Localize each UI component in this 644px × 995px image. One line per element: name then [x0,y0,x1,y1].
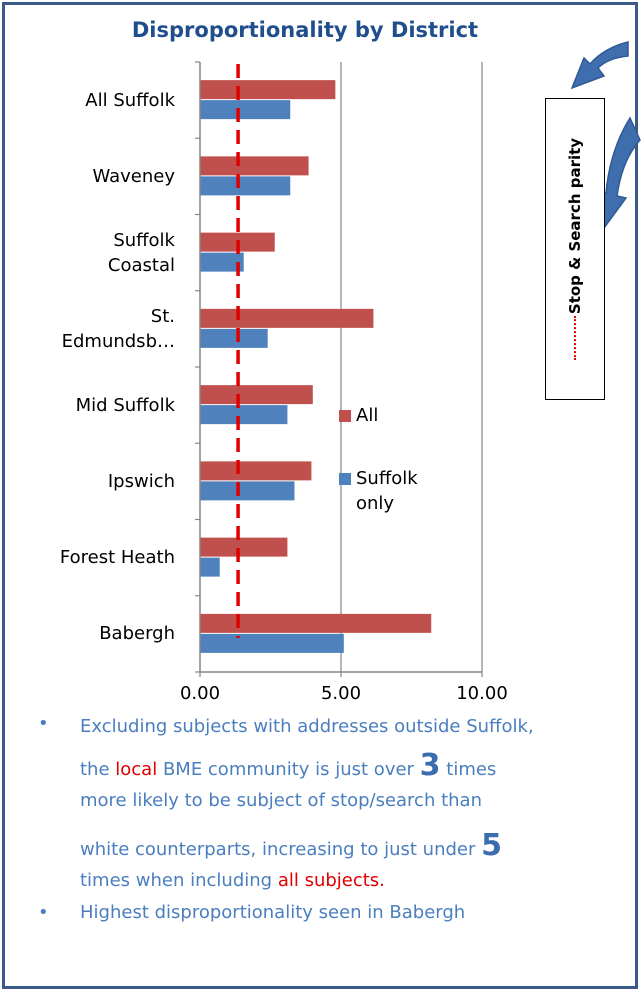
bar-suffolk-only-6 [200,557,220,577]
bar-suffolk-only-5 [200,481,295,501]
note-1-text-b: BME community is just over [157,759,420,780]
category-label-0: All Suffolk [0,88,175,113]
bar-all-0 [200,80,336,100]
category-label-1: Waveney [0,164,175,189]
category-label-3: St. Edmundsb… [0,304,175,354]
legend-swatch-all [339,410,351,422]
category-label-5: Ipswich [0,469,175,494]
bar-suffolk-only-0 [200,100,291,120]
note-1-line2: the local BME community is just over 3 t… [80,750,613,786]
note-1-number-3: 3 [419,748,441,783]
legend-label-suffolk-line2: only [356,493,395,514]
bar-suffolk-only-4 [200,405,288,425]
note-2-text: Highest disproportionality seen in Baber… [80,902,466,923]
note-bullet-2: • Highest disproportionality seen in Bab… [38,898,613,928]
category-label-4: Mid Suffolk [0,393,175,418]
note-1-text-d: white counterparts, increasing to just u… [80,839,482,860]
note-1-line4: white counterparts, increasing to just u… [80,830,613,866]
note-1-text-c: times [440,759,497,780]
bar-all-7 [200,613,432,633]
bar-all-4 [200,385,313,405]
bar-suffolk-only-3 [200,328,268,348]
x-tick-label-1: 5.00 [320,683,362,704]
category-label-line: Coastal [107,254,175,276]
category-label-7: Babergh [0,621,175,646]
legend-label-all: All [356,405,379,426]
note-1-text-e: times when including [80,870,278,891]
note-1-all-subjects: all subjects. [277,870,385,891]
legend-label-suffolk-only: Suffolk only [356,466,466,516]
chart-title: Disproportionality by District [131,18,479,42]
category-label-line: Edmundsb… [61,330,175,352]
note-1-number-5: 5 [481,828,502,863]
note-1-line5: times when including all subjects. [80,866,613,896]
category-label-line: Mid Suffolk [75,394,175,416]
category-label-2: Suffolk Coastal [0,228,175,278]
bar-all-5 [200,461,312,481]
bullet-1-marker: • [38,713,49,734]
bar-all-3 [200,308,374,328]
parity-legend-label: Stop & Search parity [566,137,584,315]
category-label-line: Forest Heath [59,547,175,569]
x-tick-label-2: 10.00 [456,683,508,704]
bar-suffolk-only-1 [200,176,291,196]
notes-section: • Excluding subjects with addresses outs… [38,713,613,928]
note-bullet-1: • Excluding subjects with addresses outs… [38,713,613,896]
category-label-line: Ipswich [107,470,175,492]
category-label-line: Waveney [92,165,175,187]
note-1-text-a: the [80,759,116,780]
category-label-line: Suffolk [113,229,175,251]
category-label-6: Forest Heath [0,545,175,570]
slide-frame [2,2,638,989]
note-1-line1: Excluding subjects with addresses outsid… [80,716,534,737]
legend-swatch-suffolk-only [339,473,351,485]
category-label-line: All Suffolk [85,89,175,111]
bullet-2-marker: • [38,902,49,923]
note-1-local: local [115,759,158,780]
bar-suffolk-only-2 [200,252,244,272]
arrow-left-icon [570,41,629,90]
parity-legend-box: Stop & Search parity [545,98,605,400]
category-label-line: Babergh [99,623,175,645]
legend-label-suffolk-line1: Suffolk [356,468,418,489]
note-1-line3: more likely to be subject of stop/search… [80,790,482,811]
x-tick-label-0: 0.00 [179,683,221,704]
category-label-line: St. [150,305,175,327]
parity-line-sample [574,316,576,361]
bar-all-6 [200,537,288,557]
bar-all-1 [200,156,309,176]
bar-suffolk-only-7 [200,633,344,653]
